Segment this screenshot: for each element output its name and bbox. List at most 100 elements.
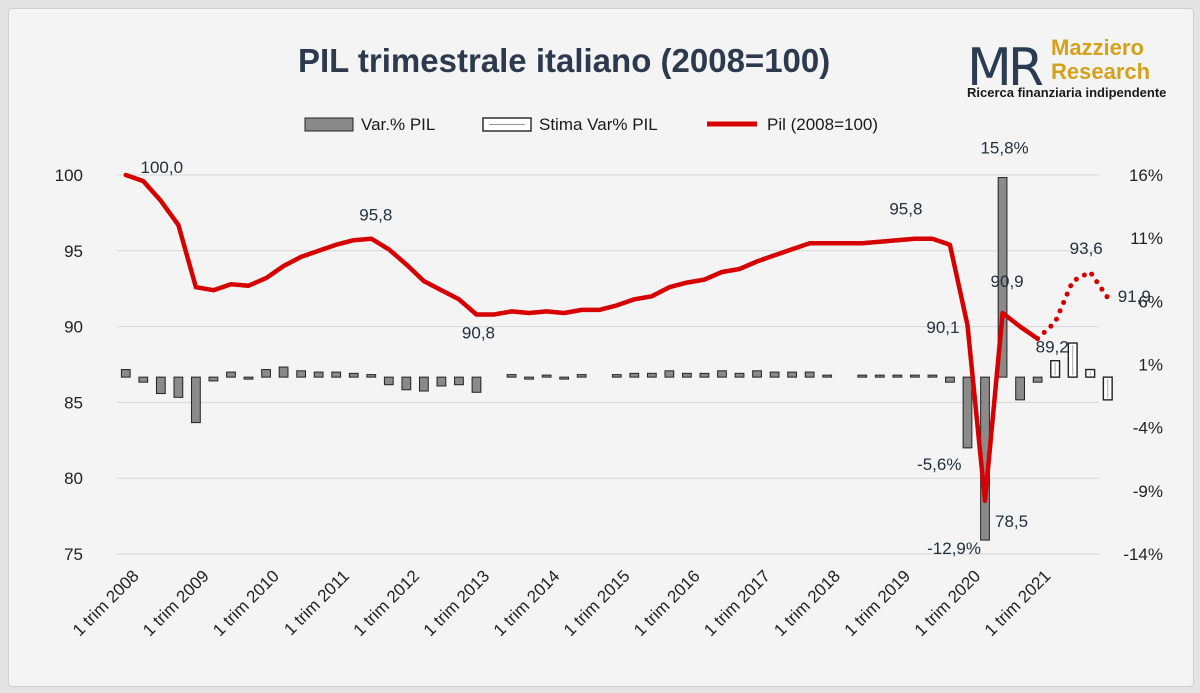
- var-pil-bar: [804, 371, 815, 378]
- x-axis-tick-label: 1 trim 2011: [280, 566, 353, 639]
- var-pil-bar: [892, 374, 903, 378]
- line-layer: [123, 172, 1111, 504]
- var-pil-bar: [629, 372, 640, 378]
- var-pil-bar: [699, 372, 710, 378]
- var-pil-bar: [1032, 376, 1043, 383]
- left-axis-tick-label: 95: [64, 242, 83, 261]
- var-pil-bar: [226, 371, 236, 378]
- right-axis-tick-label: -4%: [1133, 419, 1163, 438]
- var-pil-bar: [909, 374, 920, 378]
- var-pil-bar: [874, 374, 885, 378]
- legend-label-stima-var-pil: Stima Var% PIL: [539, 115, 658, 134]
- labels-layer: 100,0 95,8 90,8 95,8 90,1 78,5 90,9 89,2 93,6 91,…: [140, 139, 1150, 558]
- data-label: 91,9: [1118, 287, 1151, 306]
- var-pil-bar: [418, 376, 429, 392]
- var-pil-bar: [1015, 376, 1025, 401]
- left-axis: 75 80 85 90 95 100: [55, 166, 83, 564]
- x-axis-tick-label: 1 trim 2008: [69, 566, 143, 640]
- data-label: -12,9%: [927, 539, 981, 558]
- var-pil-bar: [541, 374, 552, 378]
- x-axis-tick-label: 1 trim 2019: [841, 566, 915, 640]
- var-pil-bar: [155, 376, 166, 395]
- var-pil-bar: [243, 376, 254, 380]
- x-axis-tick-label: 1 trim 2012: [350, 566, 424, 640]
- left-axis-tick-label: 75: [64, 545, 83, 564]
- legend: Var.% PIL Stima Var% PIL Pil (2008=100): [304, 115, 878, 134]
- var-pil-bar: [261, 369, 271, 378]
- data-label: 90,8: [462, 323, 495, 342]
- var-pil-bar: [138, 376, 149, 383]
- data-label: 90,1: [926, 318, 959, 337]
- var-pil-bar: [120, 369, 131, 378]
- x-axis-tick-label: 1 trim 2017: [700, 566, 774, 640]
- var-pil-bar: [734, 372, 745, 378]
- x-axis-tick-label: 1 trim 2014: [490, 566, 564, 640]
- data-label: 95,8: [889, 200, 922, 219]
- var-pil-bar: [506, 374, 517, 378]
- logo-name-line2: Research: [1051, 59, 1150, 84]
- left-axis-tick-label: 85: [64, 393, 83, 412]
- var-pil-bar: [383, 376, 394, 386]
- x-axis-tick-label: 1 trim 2010: [209, 566, 283, 640]
- x-axis-tick-label: 1 trim 2018: [770, 566, 844, 640]
- var-pil-bar: [524, 376, 534, 380]
- right-axis-tick-label: 6%: [1138, 292, 1163, 311]
- right-axis-tick-label: 16%: [1129, 166, 1163, 185]
- grid-layer: [117, 174, 1099, 555]
- x-axis-tick-label: 1 trim 2013: [420, 566, 494, 640]
- var-pil-bar: [717, 370, 727, 378]
- right-axis: -14% -9% -4% 1% 6% 11% 16%: [1123, 166, 1163, 564]
- var-pil-bar: [927, 374, 938, 378]
- right-axis-tick-label: 1%: [1138, 356, 1163, 375]
- var-pil-bar: [997, 177, 1008, 378]
- var-pil-bar: [348, 372, 359, 378]
- var-pil-bar: [787, 371, 798, 378]
- legend-swatch-var-pil: [304, 117, 354, 132]
- left-axis-tick-label: 90: [64, 318, 83, 337]
- var-pil-bar: [611, 374, 622, 378]
- var-pil-bar: [962, 376, 973, 449]
- logo-name-line1: Mazziero: [1051, 35, 1144, 60]
- chart-title: PIL trimestrale italiano (2008=100): [298, 42, 830, 79]
- pil-line: [123, 172, 1040, 504]
- data-label: 93,6: [1070, 239, 1103, 258]
- var-pil-bar: [822, 374, 833, 378]
- data-label: 100,0: [140, 158, 183, 177]
- logo: MR Mazziero Research Ricerca finanziaria…: [967, 35, 1166, 100]
- var-pil-bar: [576, 374, 587, 378]
- var-pil-bar: [682, 372, 692, 378]
- right-axis-tick-label: 11%: [1130, 229, 1163, 248]
- x-axis-tick-label: 1 trim 2020: [911, 566, 985, 640]
- var-pil-bar: [331, 371, 342, 378]
- var-pil-bar: [471, 376, 482, 393]
- data-label: 78,5: [995, 512, 1028, 531]
- var-pil-bar: [436, 376, 447, 387]
- data-label: 95,8: [359, 206, 392, 225]
- var-pil-bar: [313, 371, 324, 378]
- right-axis-tick-label: -9%: [1133, 482, 1163, 501]
- chart-svg: PIL trimestrale italiano (2008=100) MR M…: [55, 35, 1167, 640]
- right-axis-tick-label: -14%: [1123, 545, 1163, 564]
- logo-tagline: Ricerca finanziaria indipendente: [967, 85, 1166, 100]
- legend-label-var-pil: Var.% PIL: [361, 115, 435, 134]
- left-axis-tick-label: 80: [64, 469, 83, 488]
- bars-layer: [120, 177, 1113, 541]
- legend-label-pil: Pil (2008=100): [767, 115, 878, 134]
- var-pil-bar: [191, 376, 201, 424]
- var-pil-bar: [752, 370, 762, 378]
- var-pil-bar: [278, 366, 289, 378]
- var-pil-bar: [401, 376, 412, 391]
- var-pil-bar: [296, 370, 307, 378]
- x-axis-tick-label: 1 trim 2021: [981, 566, 1055, 640]
- data-label: 90,9: [991, 272, 1024, 291]
- chart-frame: PIL trimestrale italiano (2008=100) MR M…: [8, 8, 1194, 687]
- var-pil-bar: [173, 376, 184, 398]
- var-pil-bar: [454, 376, 464, 386]
- data-label: 89,2: [1036, 338, 1069, 357]
- var-pil-bar: [366, 374, 377, 378]
- x-axis-tick-label: 1 trim 2009: [139, 566, 213, 640]
- x-axis-tick-label: 1 trim 2015: [560, 566, 634, 640]
- var-pil-bar: [559, 376, 570, 380]
- var-pil-bar: [664, 370, 675, 378]
- left-axis-tick-label: 100: [55, 166, 83, 185]
